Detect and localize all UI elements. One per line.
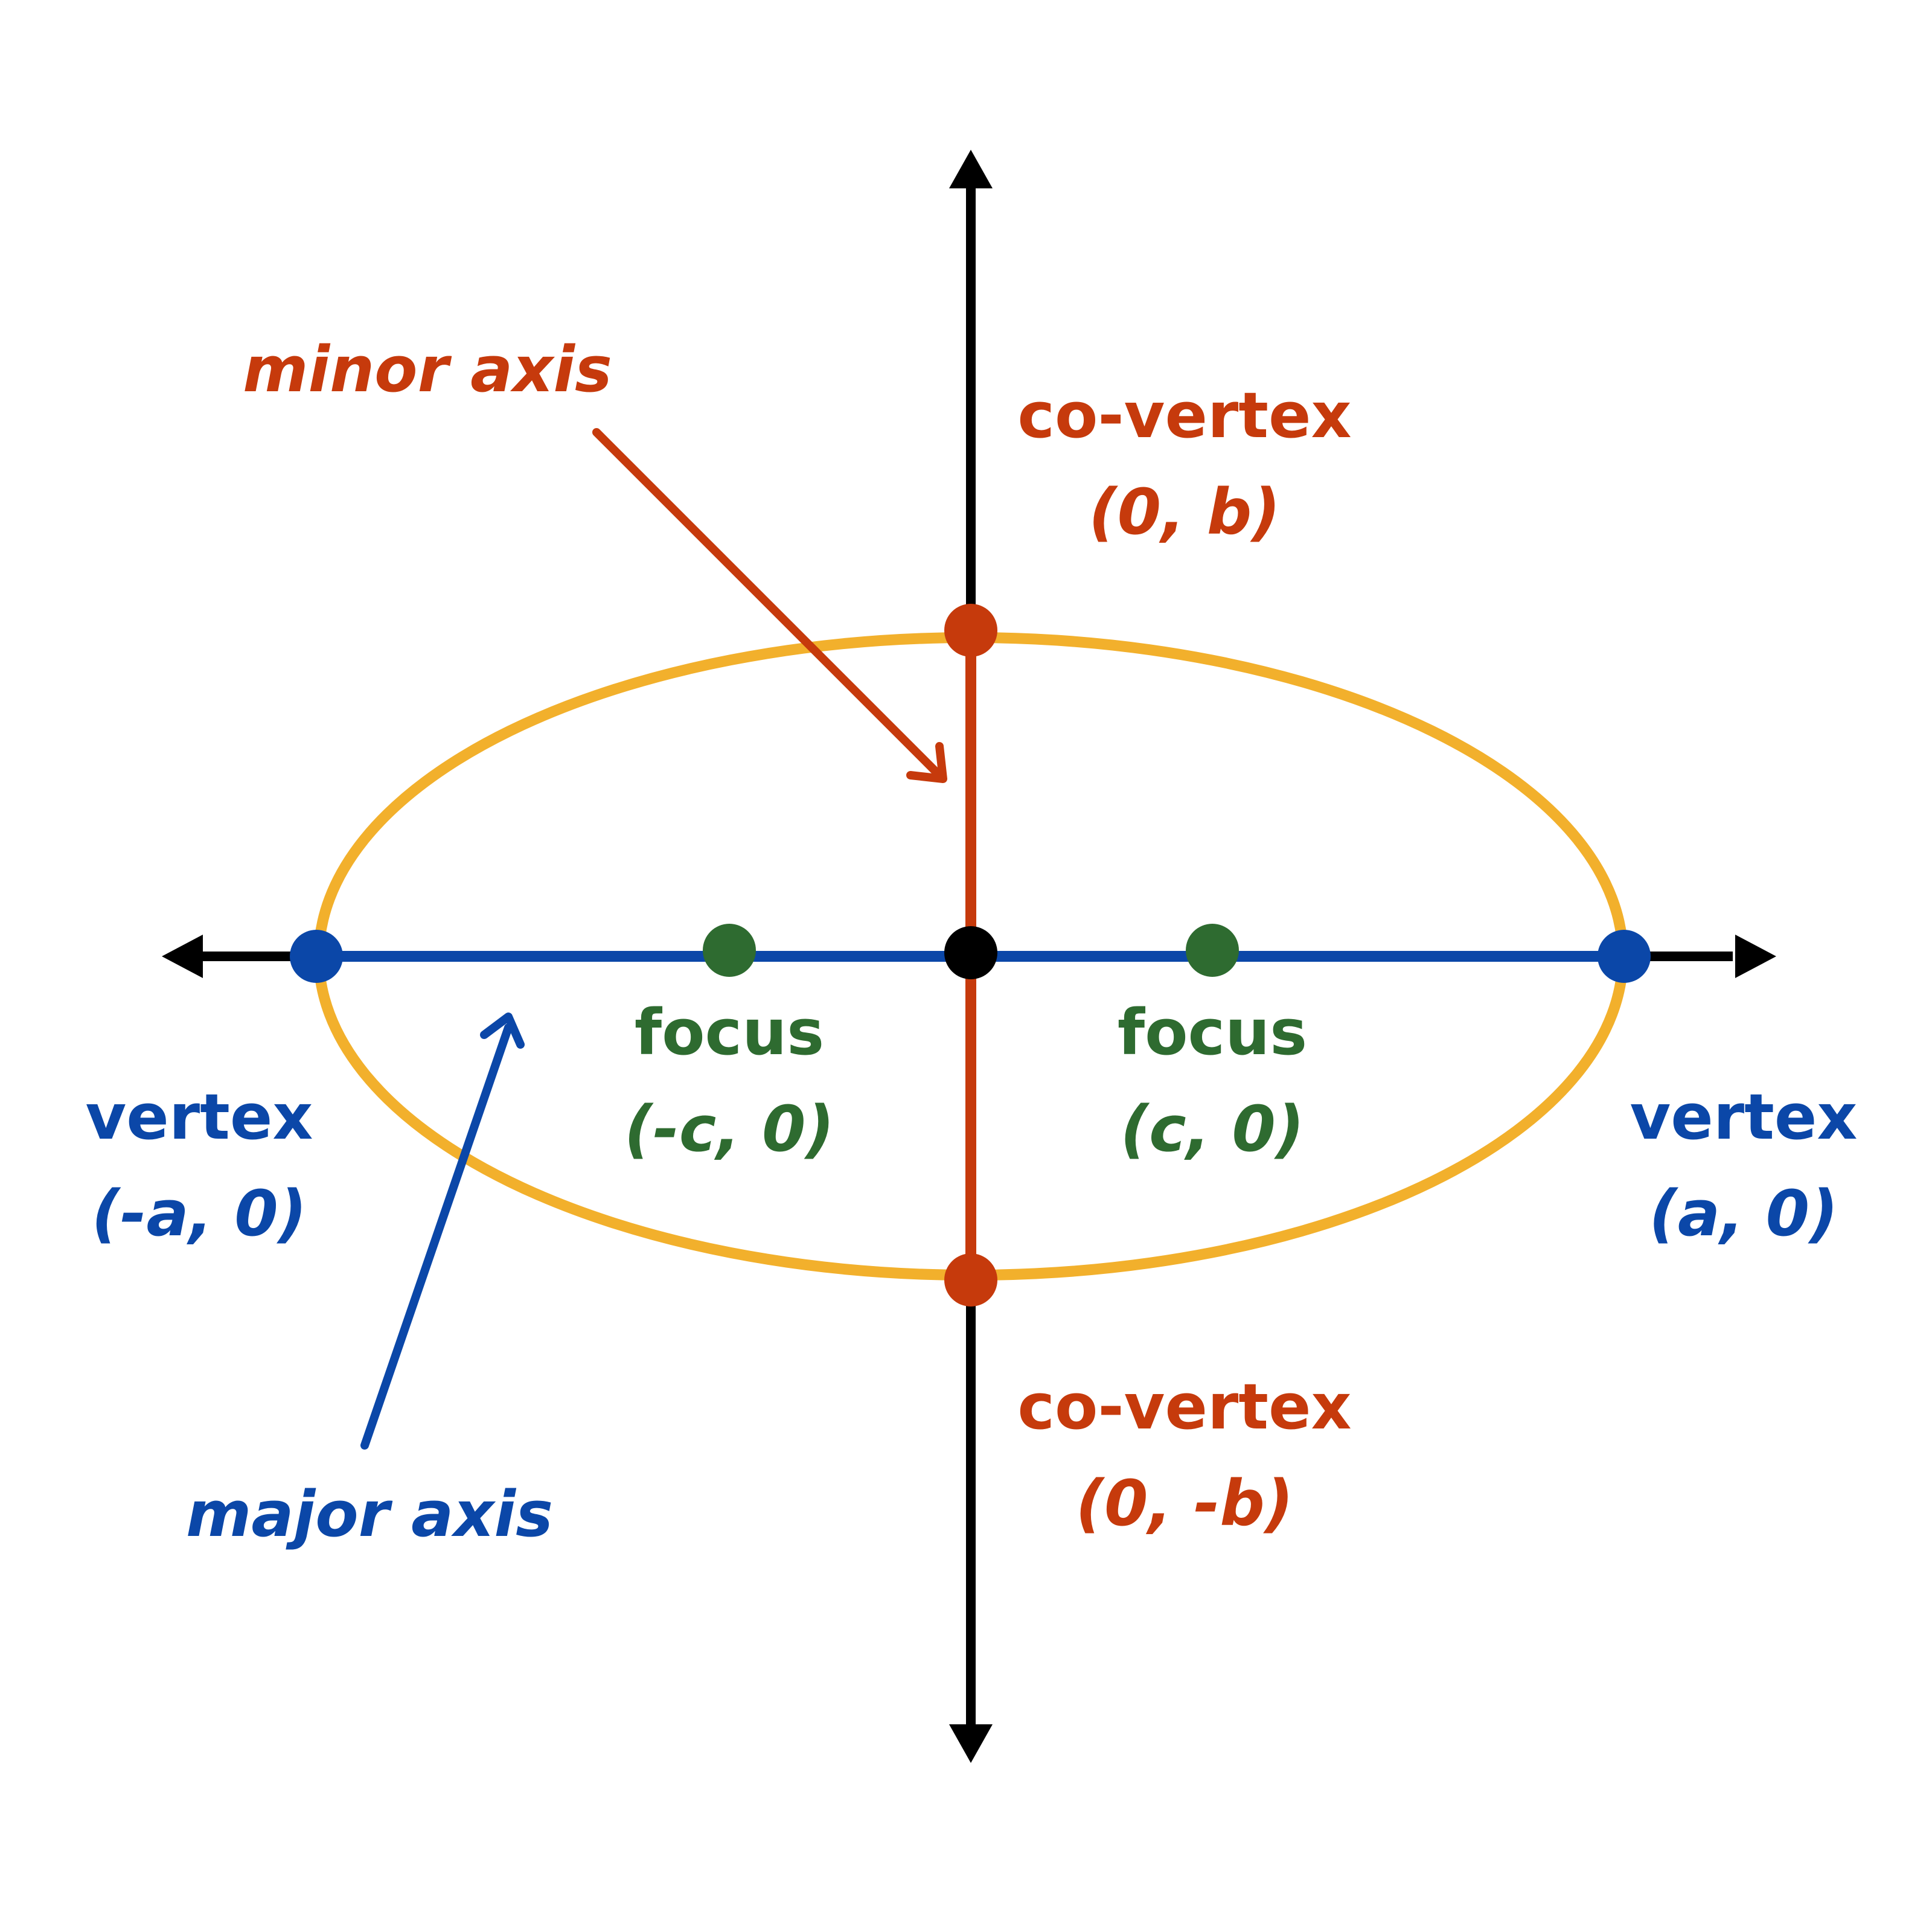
co-vertex-bottom-point bbox=[944, 1253, 997, 1307]
major-axis-pointer-line bbox=[360, 1023, 513, 1450]
major-axis-pointer-head bbox=[480, 1012, 525, 1049]
major-axis-label: major axis bbox=[186, 1477, 553, 1551]
co-vertex-top-coord: (0, b) bbox=[1089, 475, 1281, 549]
co-vertex-bottom-label: co-vertex bbox=[1017, 1370, 1351, 1444]
co-vertex-top-point bbox=[944, 604, 997, 657]
vertex-right-coord: (a, 0) bbox=[1649, 1177, 1838, 1250]
vertex-right-label: vertex bbox=[1630, 1080, 1858, 1154]
center-point bbox=[944, 926, 997, 979]
y-axis-top-arrowhead bbox=[949, 150, 993, 188]
focus-left-point bbox=[703, 924, 756, 977]
focus-right-label: focus bbox=[1118, 996, 1307, 1069]
x-axis-right-arrowhead bbox=[1735, 935, 1776, 978]
vertex-right-point bbox=[1598, 930, 1651, 983]
vertex-left-point bbox=[290, 930, 343, 983]
focus-left-label: focus bbox=[635, 996, 824, 1069]
minor-axis-pointer-head bbox=[906, 742, 947, 783]
focus-right-coord: (c, 0) bbox=[1121, 1092, 1305, 1166]
y-axis-bottom-arrowhead bbox=[949, 1724, 993, 1763]
minor-axis-pointer-line bbox=[592, 428, 940, 776]
focus-right-point bbox=[1186, 924, 1239, 977]
x-axis-left-arrowhead bbox=[162, 935, 203, 978]
co-vertex-top-label: co-vertex bbox=[1017, 379, 1351, 452]
minor-axis-label: minor axis bbox=[243, 333, 612, 406]
vertex-left-label: vertex bbox=[86, 1080, 313, 1154]
focus-left-coord: (-c, 0) bbox=[624, 1092, 834, 1166]
vertex-left-coord: (-a, 0) bbox=[92, 1177, 307, 1250]
co-vertex-bottom-coord: (0, -b) bbox=[1076, 1467, 1294, 1540]
